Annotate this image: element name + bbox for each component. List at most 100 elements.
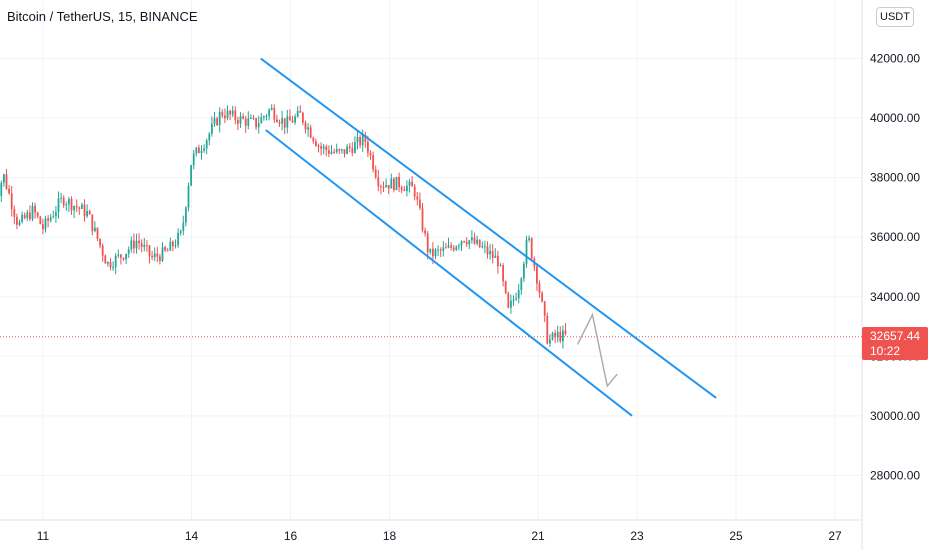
candle-body	[172, 241, 174, 247]
last-price-value: 32657.44	[870, 328, 921, 343]
candle-body	[260, 117, 263, 124]
candle-body	[169, 241, 172, 251]
candle-body	[10, 193, 13, 209]
candle-body	[107, 262, 109, 264]
candle-body	[484, 246, 486, 248]
candle-body	[101, 245, 104, 256]
candle-body	[281, 118, 283, 124]
candle-body	[65, 204, 68, 206]
candle-body	[192, 153, 195, 166]
candle-body	[520, 278, 523, 291]
candle-body	[218, 111, 221, 126]
y-tick-label: 36000.00	[870, 230, 920, 244]
candle-body	[538, 283, 541, 293]
candle-body	[252, 117, 255, 119]
candle-body	[221, 111, 224, 116]
x-tick-label: 23	[630, 529, 644, 543]
candle-body	[369, 152, 372, 156]
candle-body	[445, 247, 447, 249]
candle-body	[177, 232, 179, 246]
candle-body	[465, 241, 468, 245]
candle-body	[486, 246, 489, 255]
candle-body	[343, 149, 346, 155]
candle-body	[291, 120, 294, 123]
candle-body	[31, 205, 34, 220]
x-tick-label: 21	[531, 529, 545, 543]
candle-body	[554, 333, 556, 337]
candle-body	[242, 116, 244, 119]
candle-body	[330, 151, 333, 154]
candle-body	[471, 237, 473, 241]
candle-body	[377, 177, 380, 187]
candle-body	[411, 181, 413, 187]
candle-body	[44, 218, 47, 230]
channel-upper-line	[260, 57, 717, 399]
candle-body	[247, 118, 250, 126]
candle-body	[359, 137, 361, 146]
candle-body	[3, 174, 5, 183]
candle-body	[86, 210, 88, 217]
candle-body	[148, 245, 151, 256]
candle-body	[130, 240, 133, 250]
candle-body	[541, 292, 543, 302]
x-tick-label: 11	[37, 529, 50, 543]
candle-body	[88, 210, 91, 215]
candle-body	[403, 189, 406, 192]
candle-body	[320, 146, 322, 149]
candle-body	[372, 155, 374, 170]
candle-body	[302, 112, 304, 123]
currency-button[interactable]: USDT	[876, 7, 914, 27]
candle-body	[562, 330, 564, 342]
candle-body	[437, 249, 439, 251]
candle-body	[211, 123, 213, 134]
candle-body	[57, 198, 60, 212]
candle-body	[361, 134, 364, 146]
candle-body	[73, 206, 75, 211]
bar-countdown: 10:22	[870, 343, 901, 358]
candle-body	[268, 109, 270, 116]
candle-body	[559, 331, 562, 342]
candle-body	[348, 146, 351, 149]
candle-body	[502, 265, 504, 282]
candle-body	[42, 224, 44, 230]
y-tick-label: 40000.00	[870, 111, 920, 125]
candle-body	[244, 118, 247, 126]
candle-body	[393, 178, 395, 191]
candle-body	[237, 120, 239, 124]
y-tick-label: 30000.00	[870, 409, 920, 423]
candle-body	[476, 239, 478, 244]
candle-body	[351, 148, 354, 153]
candle-body	[143, 245, 146, 247]
candle-body	[156, 253, 159, 257]
candle-body	[29, 212, 31, 220]
candle-body	[322, 146, 325, 149]
candle-body	[224, 115, 226, 119]
candle-body	[146, 245, 148, 247]
candle-body	[367, 141, 369, 153]
candle-body	[200, 150, 203, 154]
candle-body	[307, 127, 309, 130]
candle-body	[278, 122, 281, 124]
candle-body	[47, 218, 49, 221]
candle-body	[421, 208, 424, 231]
candle-body	[151, 255, 153, 258]
candle-body	[507, 292, 510, 308]
candle-body	[390, 178, 393, 189]
candle-body	[216, 118, 218, 126]
candle-body	[34, 205, 36, 213]
candle-body	[525, 240, 528, 264]
candle-body	[265, 115, 268, 117]
projection-arrow	[576, 312, 618, 388]
candle-body	[304, 122, 307, 130]
candle-body	[338, 149, 341, 151]
candle-body	[400, 187, 403, 190]
candle-body	[432, 248, 434, 257]
candle-body	[104, 255, 107, 264]
candle-body	[528, 238, 530, 241]
candle-body	[234, 110, 237, 121]
candle-body	[83, 204, 86, 217]
candle-body	[226, 110, 229, 119]
candle-body	[117, 254, 120, 256]
candle-body	[460, 241, 463, 246]
